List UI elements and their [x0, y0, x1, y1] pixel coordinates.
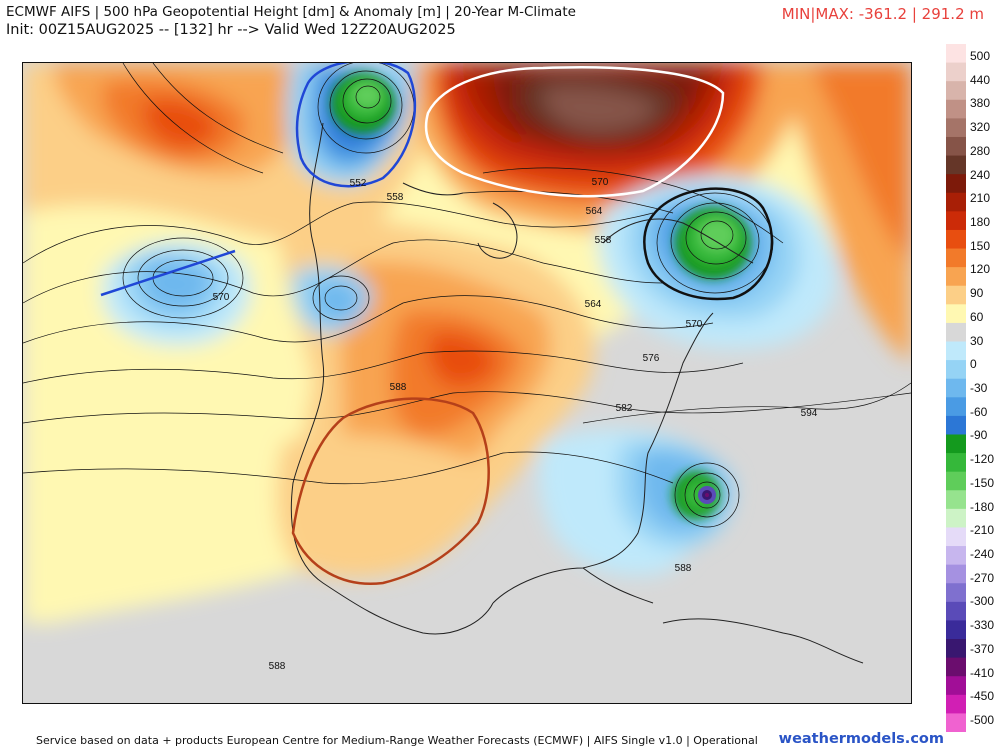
colorbar-swatch	[946, 415, 966, 436]
colorbar-swatch	[946, 44, 966, 64]
contour-label: 564	[585, 299, 602, 310]
colorbar-label: -120	[970, 452, 995, 467]
colorbar-label: -60	[970, 404, 988, 419]
colorbar-label: -450	[970, 689, 995, 704]
colorbar-swatch	[946, 155, 966, 175]
colorbar-swatch	[946, 676, 966, 696]
colorbar-swatch	[946, 601, 966, 622]
contour-label: 570	[592, 177, 609, 188]
colorbar-label: 30	[970, 333, 984, 348]
colorbar-swatch	[946, 304, 966, 324]
chart-title: ECMWF AIFS | 500 hPa Geopotential Height…	[6, 4, 576, 20]
colorbar-label: -30	[970, 381, 988, 395]
colorbar-swatch	[946, 267, 966, 287]
colorbar-label: 60	[970, 309, 984, 324]
colorbar-swatch	[946, 453, 966, 473]
contour-label: 564	[586, 206, 603, 217]
colorbar-swatches	[946, 44, 966, 733]
brand-link[interactable]: weathermodels.com	[778, 731, 944, 747]
hurricane-low	[698, 486, 716, 504]
ridge-outline-brown	[291, 397, 490, 586]
colorbar-label: -410	[970, 665, 995, 680]
colorbar-label: 240	[970, 167, 991, 182]
map-panel: 552 558 570 570 564 558 564 570 576 582 588 594 588 5…	[22, 62, 912, 704]
colorbar-swatch	[946, 174, 966, 194]
attribution-text: Service based on data + products Europea…	[36, 734, 758, 747]
colorbar-swatch	[946, 471, 966, 491]
colorbar-swatch	[946, 527, 966, 547]
colorbar-label: -150	[970, 475, 995, 490]
low-outline-black	[643, 187, 774, 301]
colorbar-labels: 500 440 380 320 280 240 210 180 150 120 90 60 30 0 -30…	[970, 44, 1000, 732]
colorbar-label: -500	[970, 713, 995, 727]
colorbar-swatch	[946, 639, 966, 659]
ridge-outline-white	[424, 66, 725, 198]
contour-label: 552	[350, 178, 367, 189]
colorbar-swatch	[946, 694, 966, 714]
low-outline-blue	[295, 63, 417, 188]
colorbar-label: -300	[970, 594, 995, 609]
colorbar-swatch	[946, 546, 966, 566]
colorbar-label: -240	[970, 547, 995, 561]
contour-label: 570	[213, 292, 230, 303]
colorbar-swatch	[946, 99, 966, 119]
colorbar-label: -210	[970, 523, 995, 538]
colorbar	[946, 44, 966, 733]
colorbar-swatch	[946, 322, 966, 343]
contour-label: 588	[675, 563, 692, 574]
colorbar-label: 180	[970, 215, 991, 229]
colorbar-swatch	[946, 229, 966, 250]
colorbar-label: 440	[970, 72, 991, 87]
colorbar-swatch	[946, 713, 966, 733]
colorbar-swatch	[946, 564, 966, 584]
colorbar-swatch	[946, 136, 966, 157]
chart-subtitle: Init: 00Z15AUG2025 -- [132] hr --> Valid…	[6, 22, 456, 38]
contour-label: 588	[269, 661, 286, 672]
colorbar-swatch	[946, 434, 966, 454]
colorbar-swatch	[946, 657, 966, 677]
contour-label: 558	[387, 192, 404, 203]
colorbar-label: 320	[970, 120, 991, 135]
colorbar-label: 120	[970, 262, 991, 277]
contour-label: 558	[595, 235, 612, 246]
colorbar-label: 380	[970, 96, 991, 111]
colorbar-swatch	[946, 508, 966, 529]
anomaly-map: 552 558 570 570 564 558 564 570 576 582 588 594 588 5…	[23, 63, 911, 703]
colorbar-label: 90	[970, 286, 984, 301]
colorbar-swatch	[946, 583, 966, 603]
contour-labels: 552 558 570 570 564 558 564 570 576 582 588 594 588 5…	[213, 177, 818, 672]
colorbar-label: -180	[970, 499, 995, 514]
colorbar-swatch	[946, 620, 966, 640]
colorbar-label: 0	[970, 357, 977, 372]
colorbar-label: -330	[970, 618, 995, 633]
colorbar-swatch	[946, 490, 966, 510]
colorbar-label: -270	[970, 570, 995, 585]
colorbar-label: 210	[970, 191, 991, 206]
colorbar-swatch	[946, 397, 966, 417]
colorbar-label: 280	[970, 143, 991, 158]
colorbar-label: 150	[970, 238, 991, 253]
contour-label: 594	[801, 408, 818, 419]
contour-label: 570	[686, 319, 703, 330]
trough-axis	[100, 249, 236, 297]
colorbar-swatch	[946, 378, 966, 398]
colorbar-label: -370	[970, 641, 995, 656]
minmax-readout: MIN|MAX: -361.2 | 291.2 m	[781, 5, 984, 23]
colorbar-swatch	[946, 81, 966, 101]
contour-label: 582	[616, 403, 633, 414]
colorbar-label: 500	[970, 49, 991, 63]
coastlines	[290, 122, 864, 664]
colorbar-swatch	[946, 341, 966, 361]
colorbar-swatch	[946, 118, 966, 138]
colorbar-swatch	[946, 248, 966, 268]
contour-label: 588	[390, 382, 407, 393]
colorbar-swatch	[946, 285, 966, 305]
colorbar-label: -90	[970, 428, 988, 443]
contour-label: 576	[643, 353, 660, 364]
height-contours	[23, 63, 911, 485]
colorbar-swatch	[946, 211, 966, 231]
colorbar-swatch	[946, 360, 966, 380]
colorbar-swatch	[946, 192, 966, 212]
colorbar-swatch	[946, 62, 966, 82]
